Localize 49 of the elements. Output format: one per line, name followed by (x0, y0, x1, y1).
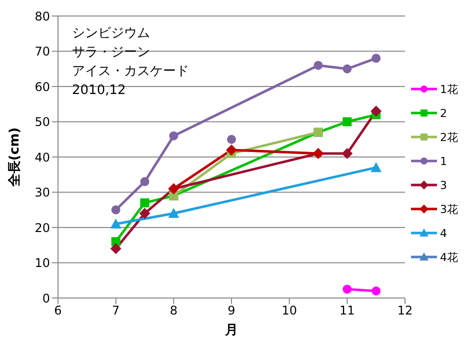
point (139, 208, 150, 219)
x-axis-title: 月 (224, 323, 238, 338)
x-tick-label: 9 (228, 304, 236, 318)
y-tick-label: 40 (34, 150, 50, 164)
point (169, 131, 178, 140)
point (314, 60, 323, 70)
legend-label: 4 (440, 226, 447, 240)
point (111, 205, 120, 214)
legend-label: 2 (440, 106, 447, 120)
point (227, 134, 236, 144)
y-tick-label: 80 (34, 9, 50, 24)
x-tick-label: 12 (397, 304, 413, 318)
y-tick-label: 70 (34, 44, 50, 59)
y-tick-label: 50 (34, 115, 50, 130)
point (370, 106, 382, 117)
point (342, 64, 352, 74)
point (110, 218, 122, 228)
x-tick-label: 10 (282, 304, 297, 318)
y-axis-title: 全長(cm) (8, 127, 23, 188)
x-tick-label: 7 (112, 304, 120, 318)
x-tick-label: 11 (340, 304, 355, 318)
point (370, 162, 382, 172)
annotation: 2010,12 (72, 82, 127, 100)
point (342, 284, 352, 294)
legend-label: 1花 (440, 82, 458, 96)
legend-label: 2花 (440, 130, 458, 144)
legend-label: 3 (440, 178, 447, 192)
point (110, 243, 122, 254)
x-tick-label: 8 (170, 304, 178, 318)
point (342, 148, 353, 159)
y-tick-label: 30 (34, 186, 50, 200)
point (168, 208, 180, 218)
x-tick-label: 6 (54, 304, 62, 318)
point (342, 117, 352, 126)
annotation: シンビジウム (72, 25, 151, 43)
legend-label: 4花 (440, 250, 458, 264)
y-tick-label: 20 (34, 220, 50, 235)
point (140, 198, 150, 208)
legend-label: 1 (440, 154, 447, 168)
annotation: サラ・ジーン (72, 44, 151, 62)
point (372, 286, 381, 296)
legend-label: 3花 (440, 202, 458, 216)
point (226, 144, 237, 156)
point (140, 177, 150, 186)
point (372, 54, 381, 63)
y-tick-label: 60 (34, 80, 50, 94)
y-tick-label: 10 (34, 256, 50, 270)
y-tick-label: 0 (42, 291, 50, 306)
annotation: アイス・カスケード (72, 63, 189, 81)
